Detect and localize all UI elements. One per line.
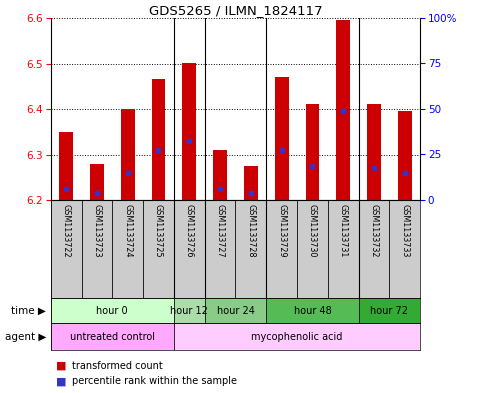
Title: GDS5265 / ILMN_1824117: GDS5265 / ILMN_1824117 [149,4,322,17]
Text: agent ▶: agent ▶ [4,332,46,342]
Bar [266,200,297,298]
Bar [59,132,73,200]
Text: hour 0: hour 0 [97,305,128,316]
Text: untreated control: untreated control [70,332,155,342]
Bar [328,200,358,298]
Bar [236,200,266,298]
Bar [389,200,420,298]
Text: GSM1133725: GSM1133725 [154,204,163,257]
Bar [51,200,82,298]
Text: GSM1133722: GSM1133722 [62,204,71,257]
Bar [213,150,227,200]
Text: hour 72: hour 72 [370,305,409,316]
Text: hour 12: hour 12 [170,305,208,316]
Text: GSM1133732: GSM1133732 [369,204,379,257]
Bar [174,200,205,298]
Bar [358,298,420,323]
Bar [174,323,420,350]
Text: GSM1133733: GSM1133733 [400,204,409,257]
Bar [336,20,350,200]
Text: GSM1133727: GSM1133727 [215,204,225,257]
Bar [152,79,165,200]
Bar [244,166,258,200]
Text: GSM1133730: GSM1133730 [308,204,317,257]
Bar [306,105,319,200]
Text: transformed count: transformed count [72,361,163,371]
Text: hour 24: hour 24 [216,305,255,316]
Bar [358,200,389,298]
Bar [112,200,143,298]
Bar [275,77,288,200]
Text: GSM1133724: GSM1133724 [123,204,132,257]
Text: GSM1133731: GSM1133731 [339,204,348,257]
Text: hour 48: hour 48 [294,305,331,316]
Bar [297,200,328,298]
Text: mycophenolic acid: mycophenolic acid [251,332,343,342]
Bar [121,109,135,200]
Bar [90,163,104,200]
Bar [82,200,112,298]
Bar [266,298,358,323]
Bar [51,323,174,350]
Bar [205,298,266,323]
Bar [205,200,236,298]
Text: ■: ■ [56,361,66,371]
Bar [398,111,412,200]
Bar [367,105,381,200]
Bar [174,298,205,323]
Text: ■: ■ [56,376,66,386]
Bar [51,298,174,323]
Bar [183,64,196,200]
Text: percentile rank within the sample: percentile rank within the sample [72,376,238,386]
Text: GSM1133728: GSM1133728 [246,204,256,257]
Text: GSM1133723: GSM1133723 [92,204,101,257]
Text: time ▶: time ▶ [11,305,46,316]
Text: GSM1133729: GSM1133729 [277,204,286,257]
Bar [143,200,174,298]
Text: GSM1133726: GSM1133726 [185,204,194,257]
